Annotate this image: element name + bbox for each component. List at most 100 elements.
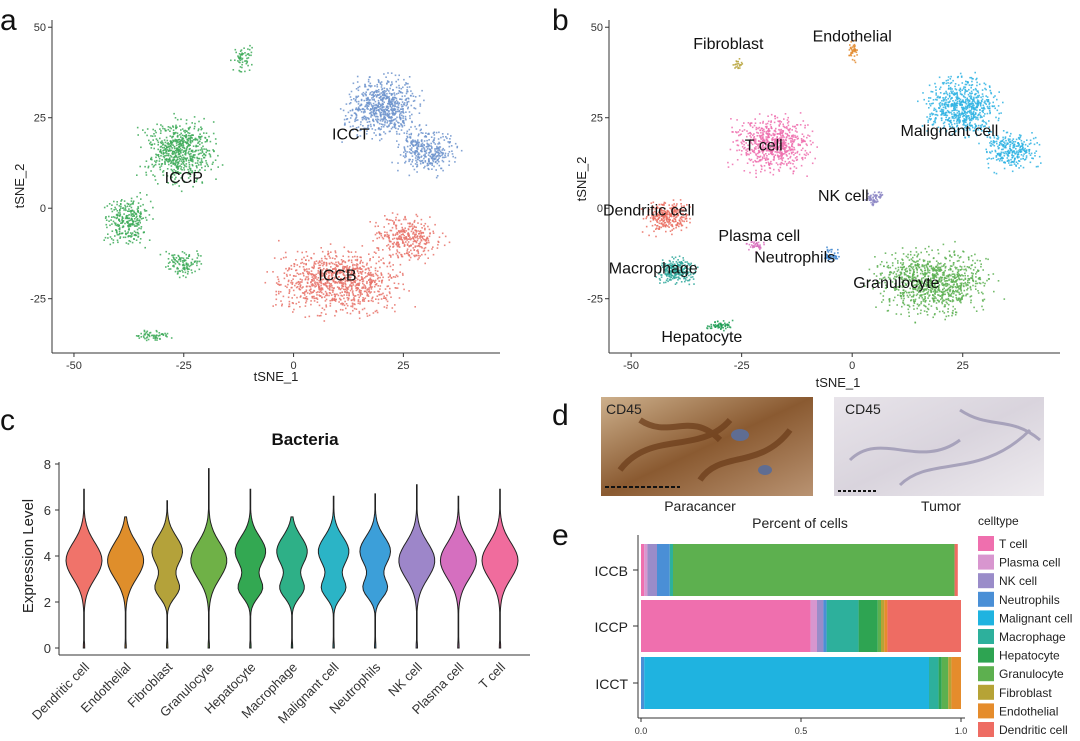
scatter-point	[143, 336, 145, 339]
scatter-point	[357, 268, 359, 270]
scatter-point	[320, 247, 322, 249]
scatter-point	[970, 114, 973, 116]
scatter-point	[237, 60, 239, 62]
scatter-point	[307, 276, 309, 278]
scatter-point	[168, 149, 170, 152]
scatter-point	[165, 147, 167, 150]
scatter-point	[959, 93, 962, 95]
scatter-point	[118, 218, 120, 221]
scatter-point	[360, 129, 362, 131]
scatter-point	[779, 129, 781, 131]
scatter-point	[428, 235, 431, 238]
scatter-point	[363, 284, 365, 286]
scatter-point	[367, 98, 370, 101]
scatter-point	[311, 276, 314, 278]
scatter-point	[765, 130, 768, 133]
scatter-point	[176, 267, 178, 270]
scatter-point	[368, 120, 371, 123]
scatter-point	[366, 130, 368, 132]
scatter-point	[932, 113, 935, 115]
scatter-point	[382, 118, 385, 120]
scatter-point	[321, 250, 324, 253]
scatter-point	[352, 293, 354, 295]
scatter-point	[433, 131, 435, 134]
scatter-point	[329, 257, 331, 259]
scatter-point	[379, 288, 381, 290]
scatter-point	[961, 111, 963, 114]
scatter-point	[173, 168, 175, 171]
scatter-point	[934, 98, 937, 101]
scatter-point	[767, 158, 770, 160]
scatter-point	[183, 169, 186, 171]
scatter-point	[182, 275, 185, 277]
scatter-point	[1002, 101, 1004, 104]
scatter-point	[308, 315, 311, 318]
scatter-point	[950, 81, 953, 84]
scatter-point	[984, 134, 986, 136]
scatter-point	[767, 161, 770, 164]
scatter-point	[189, 159, 192, 162]
scatter-point	[318, 291, 321, 293]
scatter-point	[151, 143, 153, 146]
scatter-point	[352, 82, 355, 85]
scatter-point	[395, 80, 397, 83]
scatter-point	[156, 123, 158, 126]
scatter-point	[392, 233, 394, 236]
scatter-point	[395, 93, 398, 95]
scatter-point	[128, 210, 130, 212]
scatter-point	[761, 148, 763, 151]
scatter-point	[347, 299, 349, 301]
scatter-point	[382, 110, 385, 113]
scatter-point	[1006, 154, 1009, 156]
scatter-point	[741, 139, 744, 141]
scatter-point	[380, 118, 382, 120]
scatter-point	[177, 270, 179, 273]
scatter-point	[389, 120, 392, 123]
scatter-point	[408, 128, 411, 131]
scatter-point	[383, 101, 385, 104]
scatter-point	[354, 118, 356, 121]
scatter-point	[397, 128, 399, 130]
scatter-point	[431, 156, 434, 159]
scatter-point	[935, 117, 937, 120]
scatter-point	[311, 273, 314, 275]
scatter-point	[372, 120, 375, 123]
scatter-point	[966, 128, 968, 131]
scatter-point	[781, 132, 783, 135]
scatter-point	[301, 258, 303, 261]
scatter-point	[848, 49, 851, 51]
scatter-point	[441, 133, 444, 135]
scatter-point	[390, 93, 393, 95]
scatter-point	[1023, 149, 1026, 151]
scatter-point	[338, 262, 340, 265]
scatter-point	[1007, 152, 1010, 155]
scatter-point	[318, 284, 320, 286]
scatter-point	[760, 146, 763, 149]
scatter-point	[370, 279, 372, 281]
scatter-point	[351, 291, 354, 294]
scatter-point	[370, 266, 372, 268]
scatter-point	[364, 285, 366, 287]
scatter-point	[363, 99, 366, 102]
scatter-point	[192, 160, 194, 163]
scatter-point	[199, 138, 202, 140]
scatter-point	[111, 210, 114, 213]
scatter-point	[1004, 151, 1007, 153]
scatter-point	[383, 90, 385, 93]
scatter-point	[182, 263, 185, 266]
scatter-point	[188, 173, 191, 175]
scatter-point	[278, 280, 280, 283]
scatter-point	[370, 85, 373, 87]
scatter-point	[344, 285, 347, 288]
scatter-point	[299, 281, 302, 283]
scatter-point	[948, 123, 950, 125]
scatter-point	[357, 302, 360, 305]
scatter-point	[374, 100, 377, 103]
scatter-point	[933, 120, 935, 123]
scatter-point	[405, 230, 408, 232]
scatter-point	[1036, 142, 1038, 144]
scatter-point	[421, 227, 423, 229]
scatter-point	[177, 162, 180, 164]
scatter-point	[154, 135, 156, 137]
scatter-point	[338, 276, 340, 278]
